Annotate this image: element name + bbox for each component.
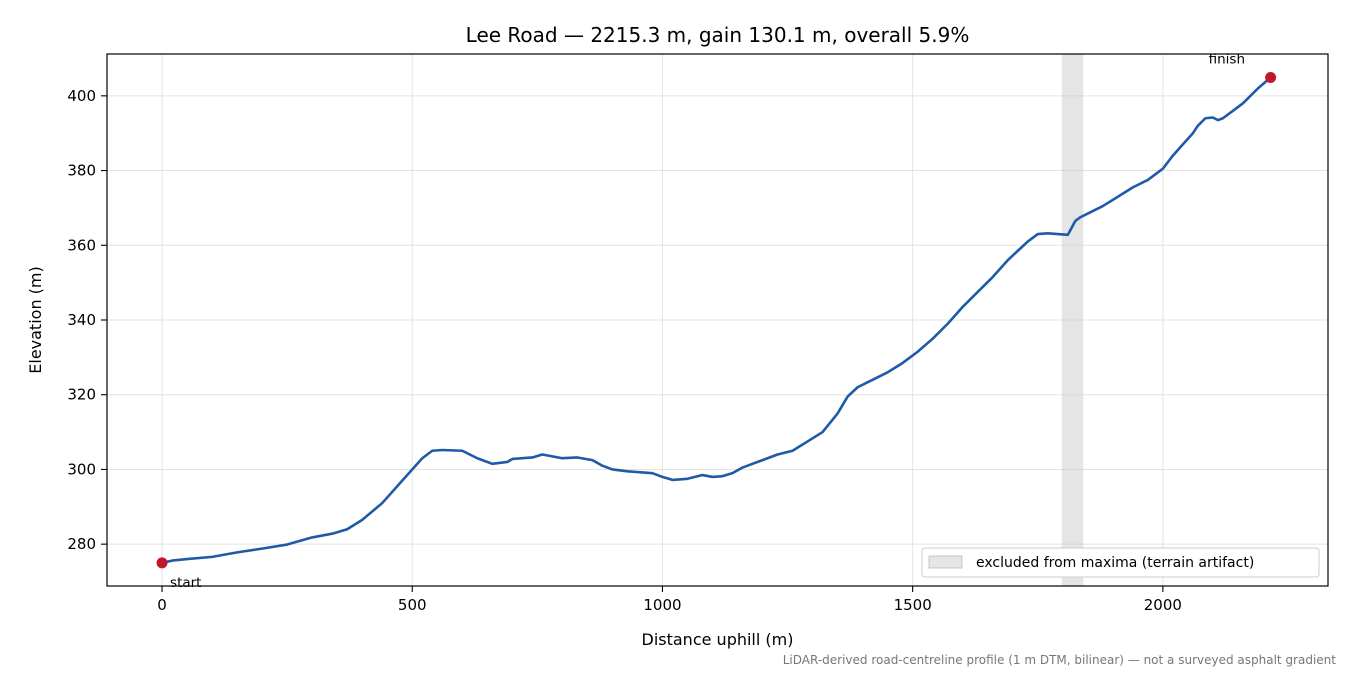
point-marker-finish bbox=[1265, 72, 1277, 84]
x-tick-label: 1000 bbox=[643, 596, 681, 614]
point-marker-start bbox=[156, 557, 168, 569]
legend-box bbox=[921, 547, 1320, 578]
y-axis-label: Elevation (m) bbox=[26, 266, 45, 373]
points-layer: start finish bbox=[156, 52, 1277, 591]
x-tick-label: 0 bbox=[157, 596, 167, 614]
legend-label-excluded: excluded from maxima (terrain artifact) bbox=[976, 555, 1254, 571]
x-axis-label: Distance uphill (m) bbox=[642, 630, 794, 649]
y-tick-label: 380 bbox=[67, 162, 96, 180]
y-tick-label: 300 bbox=[67, 460, 96, 478]
ticks-layer: 0 500 1000 1500 2000 280 300 320 340 360 380 400 bbox=[67, 87, 1182, 614]
y-tick-label: 280 bbox=[67, 535, 96, 553]
legend-swatch-excluded bbox=[928, 555, 963, 569]
y-tick-label: 400 bbox=[67, 87, 96, 105]
point-label-finish: finish bbox=[1209, 52, 1245, 68]
legend: excluded from maxima (terrain artifact) bbox=[921, 547, 1320, 578]
y-tick-label: 320 bbox=[67, 386, 96, 404]
point-label-start: start bbox=[170, 575, 201, 591]
x-tick-label: 500 bbox=[398, 596, 427, 614]
x-tick-label: 1500 bbox=[894, 596, 932, 614]
x-tick-label: 2000 bbox=[1144, 596, 1182, 614]
series-line-elevation-profile bbox=[160, 76, 1272, 565]
chart-title: Lee Road — 2215.3 m, gain 130.1 m, overa… bbox=[466, 23, 970, 47]
y-tick-label: 360 bbox=[67, 236, 96, 254]
y-tick-label: 340 bbox=[67, 311, 96, 329]
grid-layer bbox=[107, 54, 1328, 586]
footnote: LiDAR-derived road-centreline profile (1… bbox=[783, 653, 1337, 667]
excluded-band bbox=[1061, 54, 1084, 586]
